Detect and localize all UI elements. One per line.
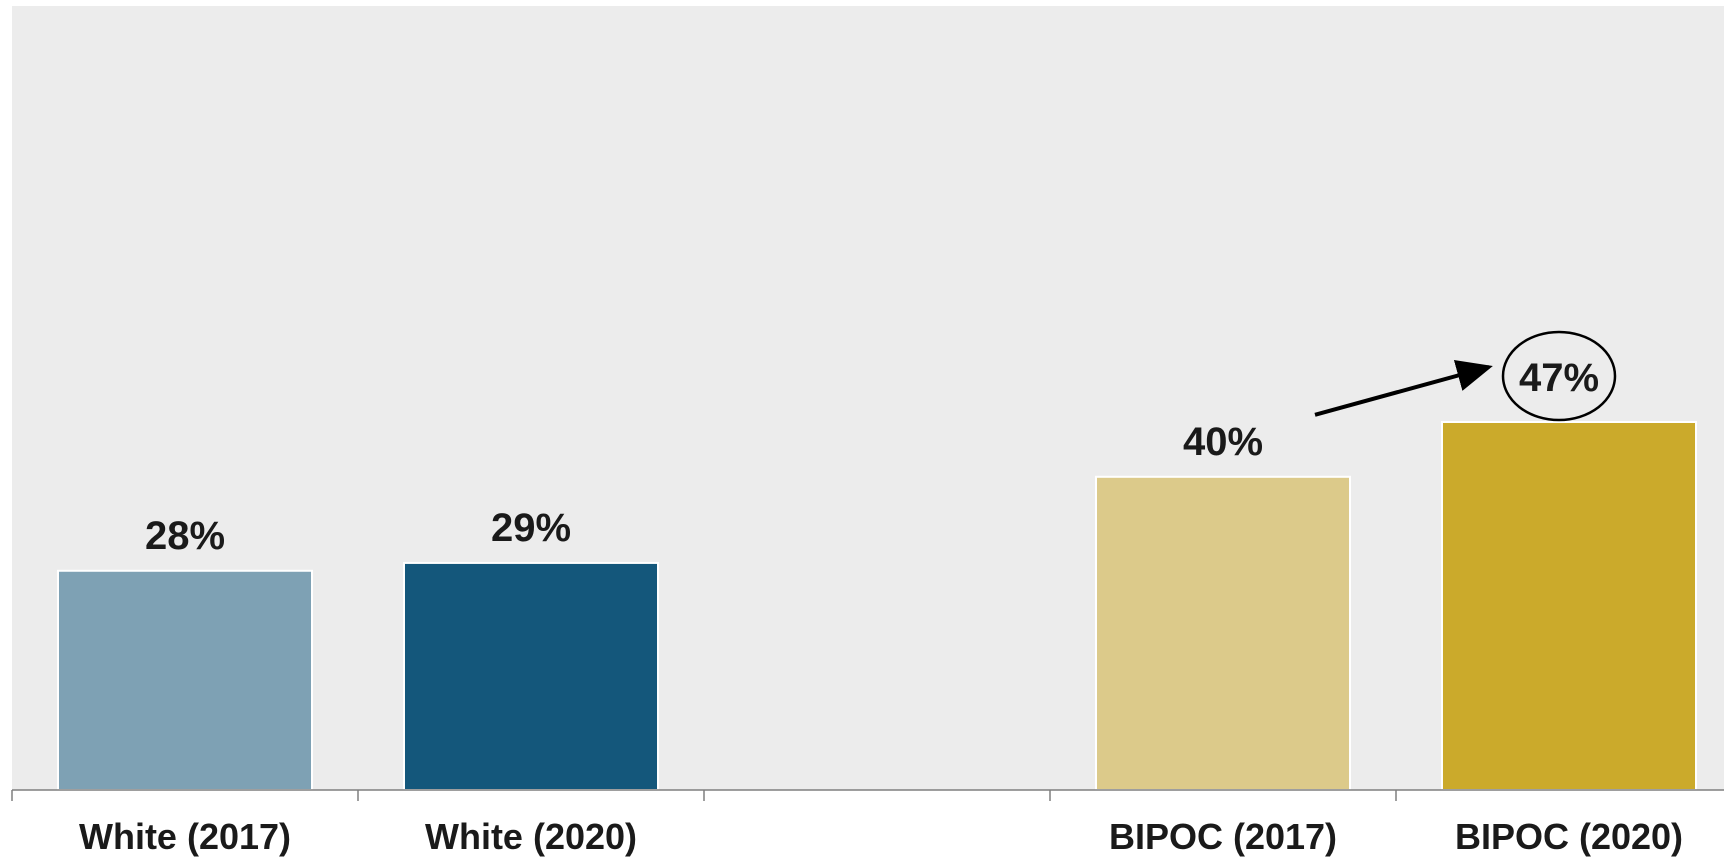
bar-4 <box>1441 421 1697 791</box>
value-label-0: 28% <box>145 514 225 558</box>
category-labels-group: White (2017) White (2020) BIPOC (2017) BIPO… <box>79 816 1683 857</box>
bars-group <box>57 421 1697 791</box>
category-label-3: BIPOC (2017) <box>1109 816 1337 857</box>
category-label-1: White (2020) <box>425 816 637 857</box>
x-axis <box>11 789 1724 801</box>
category-label-4: BIPOC (2020) <box>1455 816 1683 857</box>
bar-3 <box>1095 475 1351 791</box>
annotation-arrow <box>1314 360 1493 417</box>
annotation-circle <box>1501 330 1617 422</box>
category-label-0: White (2017) <box>79 816 291 857</box>
bar-0 <box>57 569 313 791</box>
value-label-1: 29% <box>491 506 571 550</box>
value-labels-group: 28% 29% 40% <box>145 420 1263 558</box>
value-label-3: 40% <box>1183 420 1263 464</box>
value-label-4: 47% <box>1519 356 1599 400</box>
growth-annotation: 47% <box>1314 330 1617 422</box>
bar-1 <box>403 561 659 791</box>
